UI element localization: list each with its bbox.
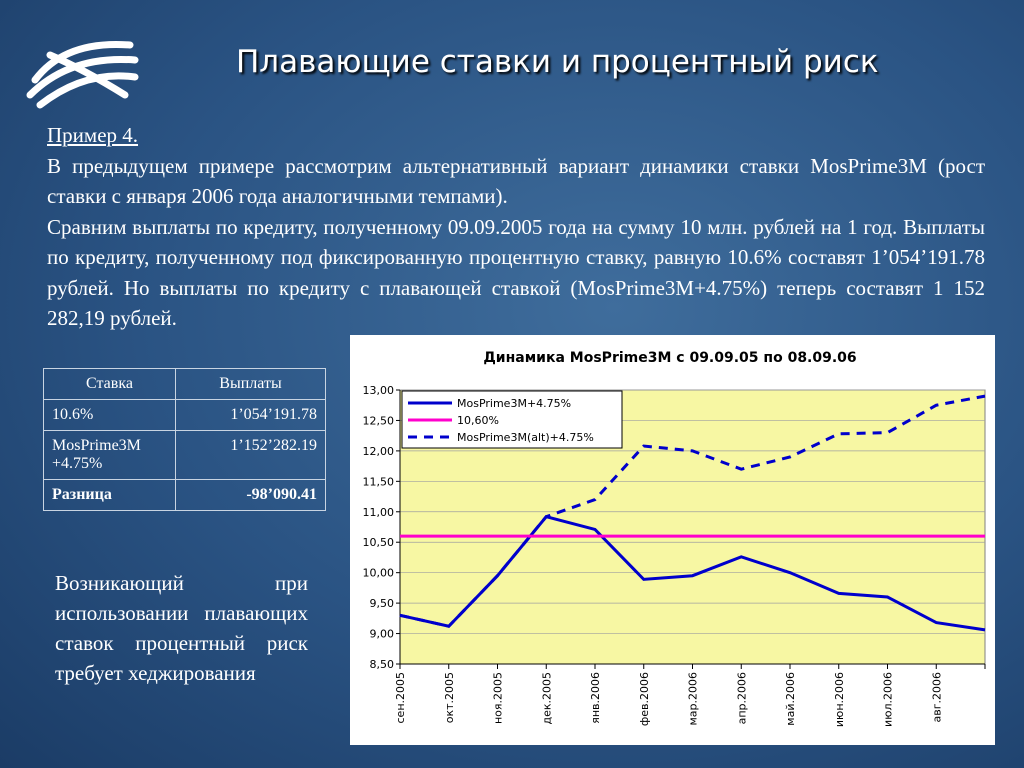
cell: 1’152’282.19 <box>175 430 326 480</box>
chart: Динамика MosPrime3M с 09.09.05 по 08.09.… <box>350 335 995 745</box>
table-header: Выплаты <box>175 368 326 400</box>
x-tick-label: апр.2006 <box>735 672 748 724</box>
legend-label: MosPrime3M+4.75% <box>457 397 571 410</box>
y-tick-label: 13,00 <box>363 384 395 397</box>
y-tick-label: 12,00 <box>363 445 395 458</box>
cell: 10.6% <box>43 399 176 431</box>
cell: -98’090.41 <box>175 479 326 511</box>
legend-label: 10,60% <box>457 414 499 427</box>
cell: MosPrime3M +4.75% <box>43 430 176 480</box>
x-tick-label: июл.2006 <box>882 672 895 727</box>
y-tick-label: 11,00 <box>363 506 395 519</box>
cell: 1’054’191.78 <box>175 399 326 431</box>
note: Возникающий при использовании плавающих … <box>55 571 308 685</box>
y-tick-label: 10,00 <box>363 567 395 580</box>
y-tick-label: 12,50 <box>363 414 395 427</box>
table: Ставка Выплаты 10.6% 1’054’191.78 MosPrime… <box>43 368 326 511</box>
x-tick-label: мар.2006 <box>687 672 700 726</box>
y-tick-label: 10,50 <box>363 536 395 549</box>
x-tick-label: янв.2006 <box>589 672 602 724</box>
paragraph: В предыдущем примере рассмотрим альтерна… <box>47 153 985 209</box>
series-line <box>399 394 986 628</box>
legend-label: MosPrime3M(alt)+4.75% <box>457 431 594 444</box>
y-tick-label: 11,50 <box>363 475 395 488</box>
x-tick-label: июн.2006 <box>833 672 846 727</box>
y-tick-label: 8,50 <box>370 658 395 671</box>
paragraph: Сравним выплаты по кредиту, полученному … <box>47 214 985 331</box>
chart-title: Динамика MosPrime3M с 09.09.05 по 08.09.… <box>483 350 856 366</box>
x-tick-label: май.2006 <box>784 672 797 726</box>
cell: Разница <box>43 479 176 511</box>
body-text: Пример 4. В предыдущем примере рассмотри… <box>47 120 985 334</box>
y-tick-label: 9,50 <box>370 597 395 610</box>
x-tick-label: ноя.2005 <box>492 672 505 724</box>
logo <box>26 40 139 109</box>
x-tick-label: авг.2006 <box>930 672 943 723</box>
paragraph: Пример 4. <box>47 123 139 147</box>
table-header: Ставка <box>43 368 176 400</box>
x-tick-label: дек.2005 <box>540 672 553 725</box>
x-tick-label: фев.2006 <box>638 672 651 726</box>
slide-title: Плавающие ставки и процентный риск <box>236 44 879 80</box>
x-tick-label: окт.2005 <box>443 672 456 723</box>
x-tick-label: сен.2005 <box>394 672 407 724</box>
y-tick-label: 9,00 <box>370 628 395 641</box>
